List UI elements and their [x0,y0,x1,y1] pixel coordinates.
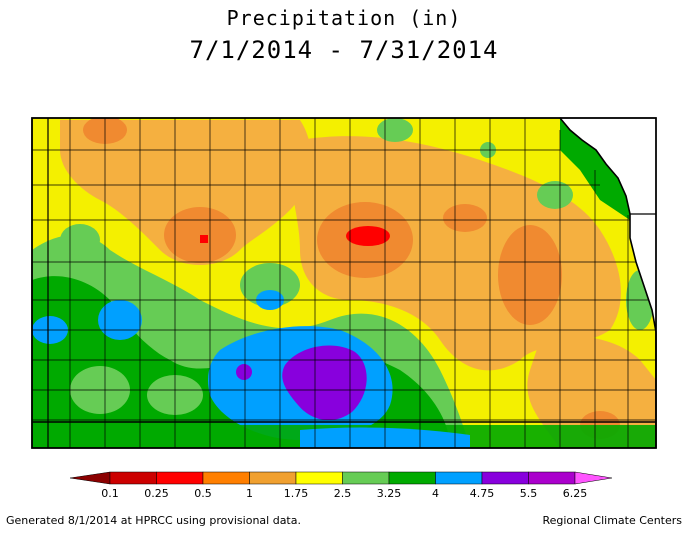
legend-label: 1 [246,487,253,500]
legend-swatch [388,471,436,485]
legend-swatch [249,471,297,485]
precip-field [32,118,656,448]
legend-label: 5.5 [520,487,538,500]
legend-label: 2.5 [334,487,352,500]
legend-swatch [481,471,529,485]
legend-swatch [202,471,250,485]
legend-label: 0.25 [144,487,169,500]
legend-low-arrow [69,471,111,485]
legend-label: 6.25 [563,487,588,500]
map-date-range: 7/1/2014 - 7/31/2014 [189,36,499,64]
legend-swatch [295,471,343,485]
legend-label: 0.1 [101,487,119,500]
legend-swatch [342,471,390,485]
legend-label: 0.5 [194,487,212,500]
legend-swatch [528,471,576,485]
footer-source: Regional Climate Centers [542,514,682,527]
legend-swatch [156,471,204,485]
legend-swatch [109,471,157,485]
county-borders [32,118,656,448]
legend-high-arrow [574,471,613,485]
legend-swatch [435,471,483,485]
legend-label: 1.75 [284,487,309,500]
map-title: Precipitation (in) [226,6,462,30]
footer-generated-note: Generated 8/1/2014 at HPRCC using provis… [6,514,301,527]
legend-label: 3.25 [377,487,402,500]
legend-label: 4.75 [470,487,495,500]
legend-label: 4 [432,487,439,500]
precip-legend: 0.1 0.25 0.5 1 1.75 2.5 3.25 4 4.75 5.5 6.25 [69,471,613,500]
